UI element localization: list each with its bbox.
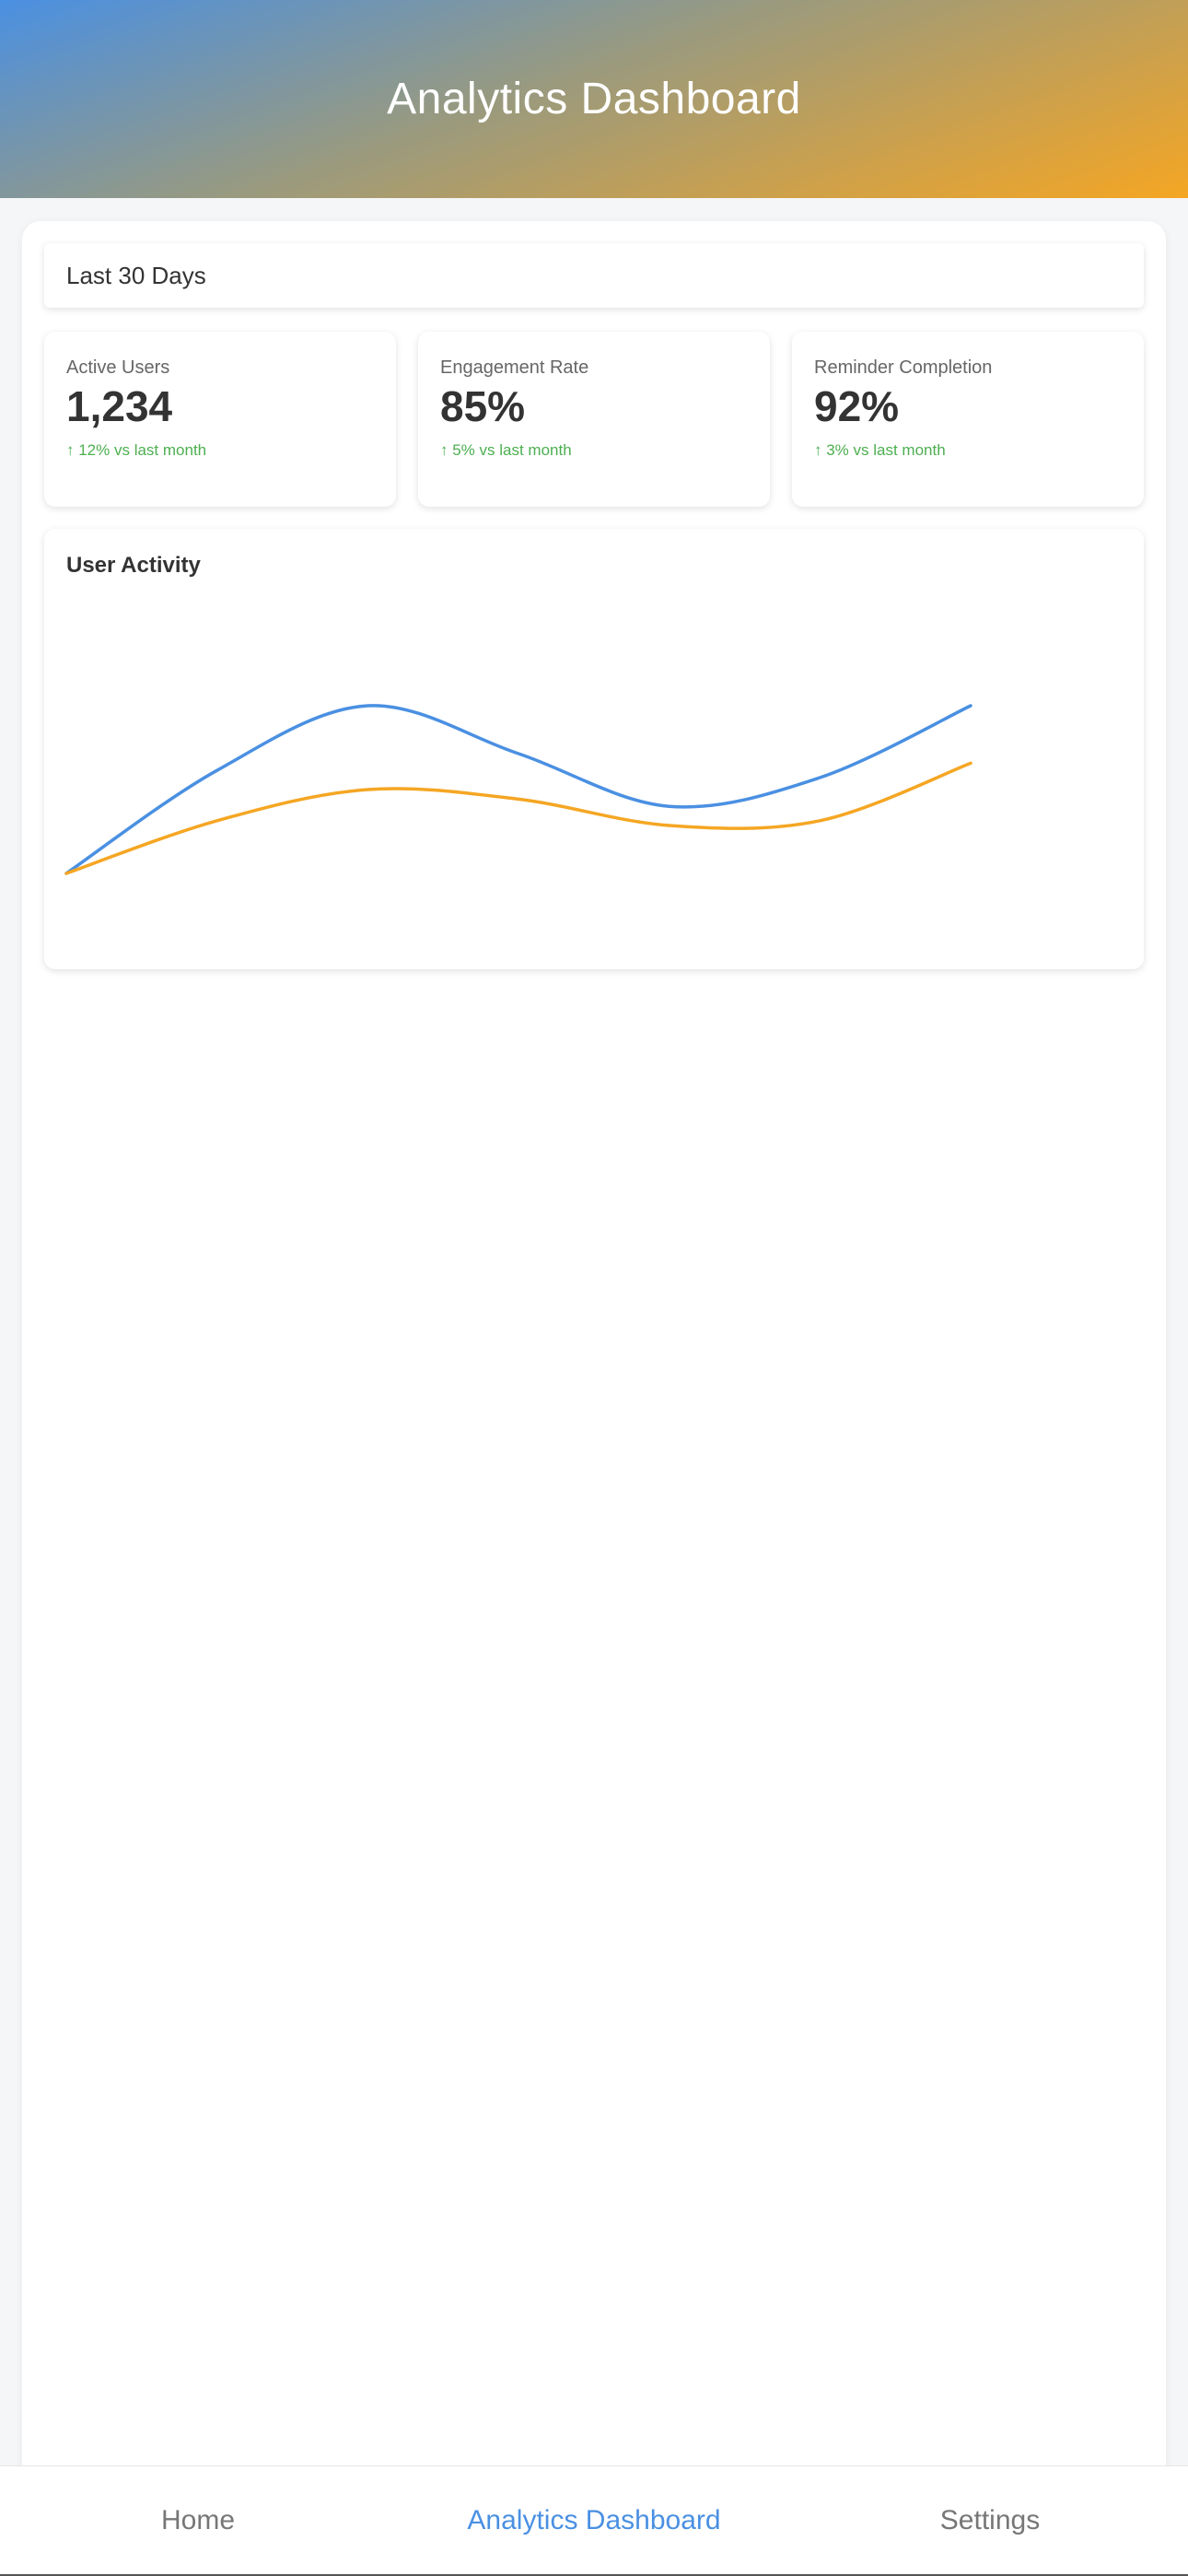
stat-value: 85% — [440, 382, 526, 430]
user-activity-card: User Activity — [44, 529, 1144, 969]
stat-label: Engagement Rate — [440, 357, 589, 378]
nav-item-home[interactable]: Home — [160, 2504, 236, 2535]
nav-item-settings[interactable]: Settings — [939, 2504, 1041, 2535]
stat-card-reminder-completion: Reminder Completion 92% ↑ 3% vs last mon… — [792, 332, 1144, 507]
user-activity-chart — [64, 704, 973, 875]
stat-change: ↑ 5% vs last month — [440, 441, 572, 460]
series-line-2 — [64, 761, 973, 875]
chart-title: User Activity — [66, 553, 201, 578]
stat-change: ↑ 12% vs last month — [66, 441, 207, 460]
period-selector[interactable]: Last 30 Days — [44, 243, 1144, 308]
stat-label: Reminder Completion — [814, 357, 993, 378]
main-content: Last 30 Days Active Users 1,234 ↑ 12% vs… — [22, 221, 1166, 2488]
stat-label: Active Users — [66, 357, 170, 378]
stat-change: ↑ 3% vs last month — [814, 441, 946, 460]
nav-item-analytics-dashboard[interactable]: Analytics Dashboard — [467, 2504, 721, 2535]
stats-row: Active Users 1,234 ↑ 12% vs last month E… — [44, 332, 1144, 507]
series-line-1 — [64, 704, 973, 875]
header-banner: Analytics Dashboard — [0, 0, 1188, 198]
stat-card-engagement-rate: Engagement Rate 85% ↑ 5% vs last month — [418, 332, 770, 507]
stat-value: 92% — [814, 382, 900, 430]
stat-value: 1,234 — [66, 382, 173, 430]
stat-card-active-users: Active Users 1,234 ↑ 12% vs last month — [44, 332, 396, 507]
bottom-navigation: Home Analytics Dashboard Settings — [0, 2465, 1188, 2576]
page-title: Analytics Dashboard — [387, 75, 801, 123]
